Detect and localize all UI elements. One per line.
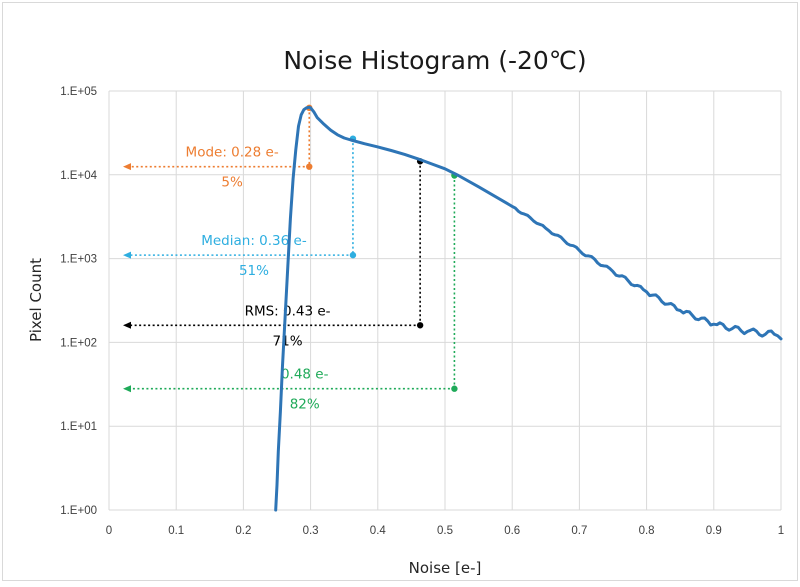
noise-histogram-chart: Noise Histogram (-20℃) 0 0.1 0.2 0.3 0.4 0.5 0… xyxy=(27,46,784,577)
x-tick-label: 0.6 xyxy=(504,525,520,537)
x-tick-label: 0.3 xyxy=(303,525,319,537)
x-tick-label: 0.7 xyxy=(571,525,587,537)
y-tick-label: 1.E+03 xyxy=(60,254,97,266)
annotation-label: RMS: 0.43 e- xyxy=(245,303,331,319)
series-line-0 xyxy=(274,105,783,512)
series-layer xyxy=(274,105,783,512)
x-tick-label: 0 xyxy=(106,525,112,537)
annotation-sublabel: 51% xyxy=(239,263,269,279)
x-tick-label: 0.5 xyxy=(437,525,453,537)
annotation-sublabel: 71% xyxy=(273,333,303,349)
annotation-bottom-marker xyxy=(306,163,313,170)
grid xyxy=(108,90,782,511)
x-axis-label: Noise [e-] xyxy=(409,559,482,577)
x-tick-label: 0.1 xyxy=(168,525,184,537)
chart-title: Noise Histogram (-20℃) xyxy=(283,46,586,75)
x-tick-labels: 0 0.1 0.2 0.3 0.4 0.5 0.6 0.7 0.8 0.9 1 xyxy=(106,525,784,537)
y-tick-label: 1.E+01 xyxy=(60,421,97,433)
annotation-label: 0.48 e- xyxy=(281,367,329,383)
x-tick-label: 1 xyxy=(778,525,784,537)
annotation-label: Mode: 0.28 e- xyxy=(186,145,279,161)
x-tick-label: 0.2 xyxy=(235,525,251,537)
annotation-label: Median: 0.36 e- xyxy=(201,233,307,249)
annotation-bottom-marker xyxy=(416,322,424,329)
y-tick-label: 1.E+00 xyxy=(60,505,97,517)
annotation-arrowhead xyxy=(123,163,131,171)
annotation-bottom-marker xyxy=(349,251,357,259)
annotation-bottom-marker xyxy=(451,385,458,392)
y-tick-label: 1.E+02 xyxy=(60,337,97,349)
annotation-arrowhead xyxy=(123,251,131,259)
annotation-sublabel: 82% xyxy=(290,397,320,413)
y-tick-label: 1.E+04 xyxy=(60,170,97,182)
y-axis-label: Pixel Count xyxy=(27,258,45,342)
x-tick-label: 0.8 xyxy=(639,525,655,537)
annotation-sublabel: 5% xyxy=(221,175,243,191)
x-tick-label: 0.4 xyxy=(370,525,387,537)
annotation-arrowhead xyxy=(123,321,131,329)
annotation-0: Mode: 0.28 e- 5% xyxy=(123,104,313,191)
x-tick-label: 0.9 xyxy=(706,525,722,537)
annotation-2: RMS: 0.43 e- 71% xyxy=(123,158,424,349)
annotation-arrowhead xyxy=(123,385,131,393)
annotations: Mode: 0.28 e-5%Median: 0.36 e-51%RMS: 0.… xyxy=(123,104,458,413)
y-tick-labels: 1.E+00 1.E+01 1.E+02 1.E+03 1.E+04 1.E+05 xyxy=(60,86,97,517)
y-tick-label: 1.E+05 xyxy=(60,86,97,98)
